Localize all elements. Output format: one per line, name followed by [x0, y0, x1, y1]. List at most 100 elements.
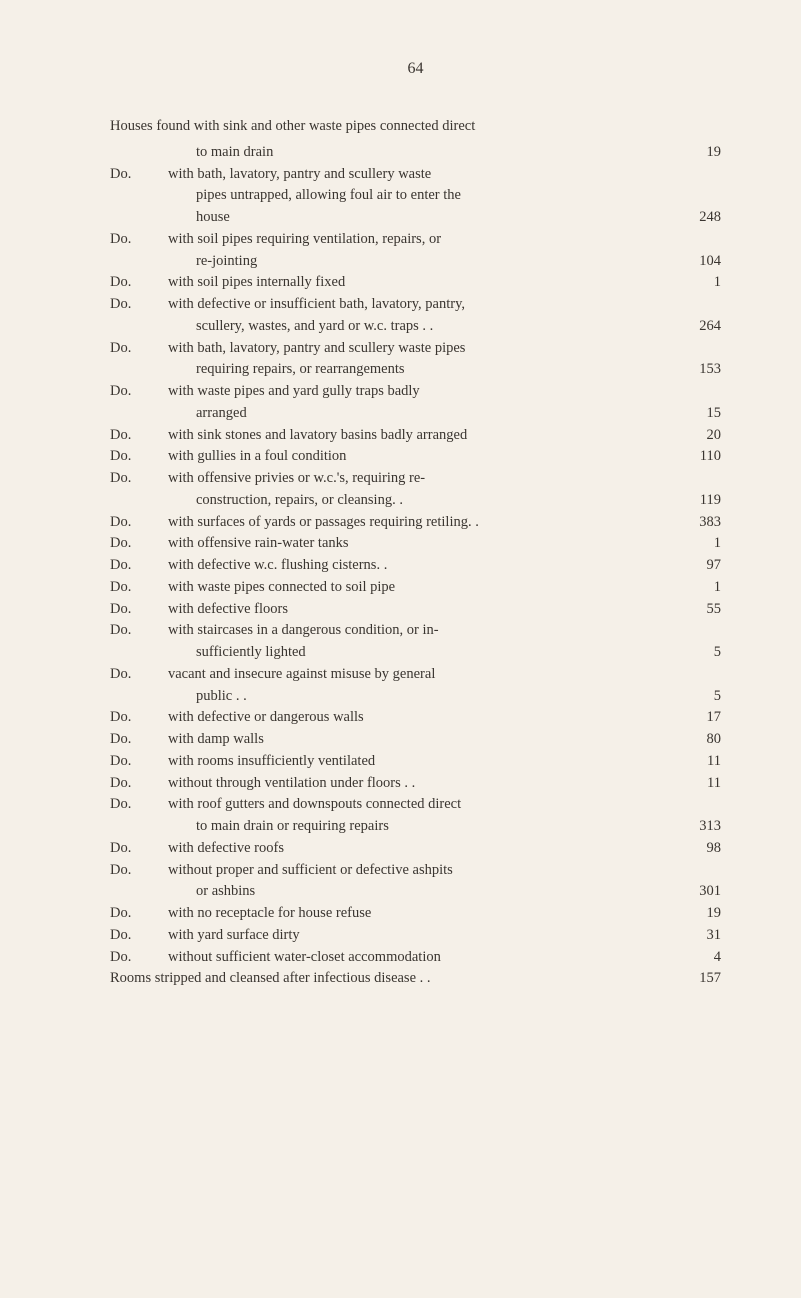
entry-line: with no receptacle for house refuse [168, 903, 677, 925]
entry-text-col: with yard surface dirty [168, 925, 685, 947]
entry-text-col: without through ventilation under floors… [168, 773, 685, 795]
entry-label: Do. [110, 751, 168, 773]
page-number: 64 [110, 60, 721, 78]
entry-value: 1 [685, 577, 721, 599]
entry-text-col: with damp walls [168, 729, 685, 751]
entry-value: 19 [685, 903, 721, 925]
entry-value: 80 [685, 729, 721, 751]
entry-label: Do. [110, 577, 168, 599]
entry-label: Do. [110, 794, 168, 816]
entry-row: Do.with soil pipes internally fixed1 [110, 272, 721, 294]
entry-value: 153 [685, 359, 721, 381]
entry-value: 17 [685, 707, 721, 729]
entry-label: Do. [110, 729, 168, 751]
entry-line: with soil pipes internally fixed [168, 272, 677, 294]
entry-line: with rooms insufficiently ventilated [168, 751, 677, 773]
entry-value: 301 [685, 881, 721, 903]
entry-line: with waste pipes and yard gully traps ba… [168, 381, 677, 403]
entry-row: Do.with gullies in a foul condition110 [110, 446, 721, 468]
entry-text-col: with no receptacle for house refuse [168, 903, 685, 925]
entry-line: with damp walls [168, 729, 677, 751]
entry-text-col: with surfaces of yards or passages requi… [168, 512, 685, 534]
entry-row: Do.with roof gutters and downspouts conn… [110, 794, 721, 838]
entry-line: construction, repairs, or cleansing. . [168, 490, 677, 512]
entry-line: with defective floors [168, 599, 677, 621]
entry-text-col: with soil pipes requiring ventilation, r… [168, 229, 685, 273]
entry-value: 383 [685, 512, 721, 534]
entry-row: Do.with yard surface dirty31 [110, 925, 721, 947]
entry-text-col: with sink stones and lavatory basins bad… [168, 425, 685, 447]
entry-label: Do. [110, 773, 168, 795]
entry-label: Do. [110, 294, 168, 316]
entry-text-col: with defective or insufficient bath, lav… [168, 294, 685, 338]
entry-row: Do.with defective or dangerous walls 17 [110, 707, 721, 729]
entry-line: or ashbins [168, 881, 677, 903]
entry-label: Do. [110, 512, 168, 534]
entry-label: Do. [110, 468, 168, 490]
entry-line: with defective or dangerous walls [168, 707, 677, 729]
entry-label: Do. [110, 620, 168, 642]
entry-line: vacant and insecure against misuse by ge… [168, 664, 677, 686]
entry-text-col: with defective w.c. flushing cisterns. . [168, 555, 685, 577]
entry-line: with bath, lavatory, pantry and scullery… [168, 164, 677, 186]
entry-line: with sink stones and lavatory basins bad… [168, 425, 677, 447]
entry-label: Do. [110, 838, 168, 860]
entry-label: Do. [110, 446, 168, 468]
intro-value: 19 [685, 142, 721, 164]
entry-text-col: without proper and sufficient or defecti… [168, 860, 685, 904]
entry-row: Do.without sufficient water-closet accom… [110, 947, 721, 969]
entry-text-col: with staircases in a dangerous condition… [168, 620, 685, 664]
entry-value: 31 [685, 925, 721, 947]
entry-label: Do. [110, 229, 168, 251]
entry-label: Do. [110, 555, 168, 577]
entry-line: public . . [168, 686, 677, 708]
entry-line: with surfaces of yards or passages requi… [168, 512, 677, 534]
entry-text-col: with offensive privies or w.c.'s, requir… [168, 468, 685, 512]
entry-text-col: with soil pipes internally fixed [168, 272, 685, 294]
entry-line: with gullies in a foul condition [168, 446, 677, 468]
entry-text-col: with waste pipes and yard gully traps ba… [168, 381, 685, 425]
entry-text-col: with roof gutters and downspouts connect… [168, 794, 685, 838]
entry-text-col: with defective or dangerous walls [168, 707, 685, 729]
entry-text-col: with rooms insufficiently ventilated [168, 751, 685, 773]
entry-line: requiring repairs, or rearrangements [168, 359, 677, 381]
entry-line: with roof gutters and downspouts connect… [168, 794, 677, 816]
entry-value: 313 [685, 816, 721, 838]
entry-value: 1 [685, 272, 721, 294]
entry-line: with defective or insufficient bath, lav… [168, 294, 677, 316]
entry-line: without sufficient water-closet accommod… [168, 947, 677, 969]
entry-text-col: with defective roofs [168, 838, 685, 860]
entry-label: Do. [110, 707, 168, 729]
entry-row: Do.with staircases in a dangerous condit… [110, 620, 721, 664]
entry-text-col: without sufficient water-closet accommod… [168, 947, 685, 969]
entry-line: without through ventilation under floors… [168, 773, 677, 795]
entry-row: Do.with soil pipes requiring ventilation… [110, 229, 721, 273]
entry-label: Do. [110, 533, 168, 555]
entry-label: Do. [110, 164, 168, 186]
entry-line: with offensive privies or w.c.'s, requir… [168, 468, 677, 490]
intro-entry: to main drain 19 [110, 142, 721, 164]
entry-value: 55 [685, 599, 721, 621]
entry-row: Do.with sink stones and lavatory basins … [110, 425, 721, 447]
entry-line: with yard surface dirty [168, 925, 677, 947]
entry-value: 15 [685, 403, 721, 425]
entry-row: Do.without through ventilation under flo… [110, 773, 721, 795]
entry-row: Do.with bath, lavatory, pantry and scull… [110, 338, 721, 382]
entry-value: 11 [685, 751, 721, 773]
intro-continuation-col: to main drain [168, 142, 685, 164]
final-value: 157 [685, 968, 721, 990]
entry-label: Do. [110, 425, 168, 447]
document-page: 64 Houses found with sink and other wast… [0, 0, 801, 1030]
entry-line: with bath, lavatory, pantry and scullery… [168, 338, 677, 360]
entry-value: 4 [685, 947, 721, 969]
entry-value: 5 [685, 686, 721, 708]
entry-line: without proper and sufficient or defecti… [168, 860, 677, 882]
final-text: Rooms stripped and cleansed after infect… [110, 968, 685, 990]
entry-value: 104 [685, 251, 721, 273]
entry-row: Do.with defective roofs98 [110, 838, 721, 860]
entry-row: Do.with bath, lavatory, pantry and scull… [110, 164, 721, 229]
entry-line: to main drain or requiring repairs [168, 816, 677, 838]
entry-row: Do.with offensive rain-water tanks1 [110, 533, 721, 555]
entry-value: 5 [685, 642, 721, 664]
entry-text-col: vacant and insecure against misuse by ge… [168, 664, 685, 708]
